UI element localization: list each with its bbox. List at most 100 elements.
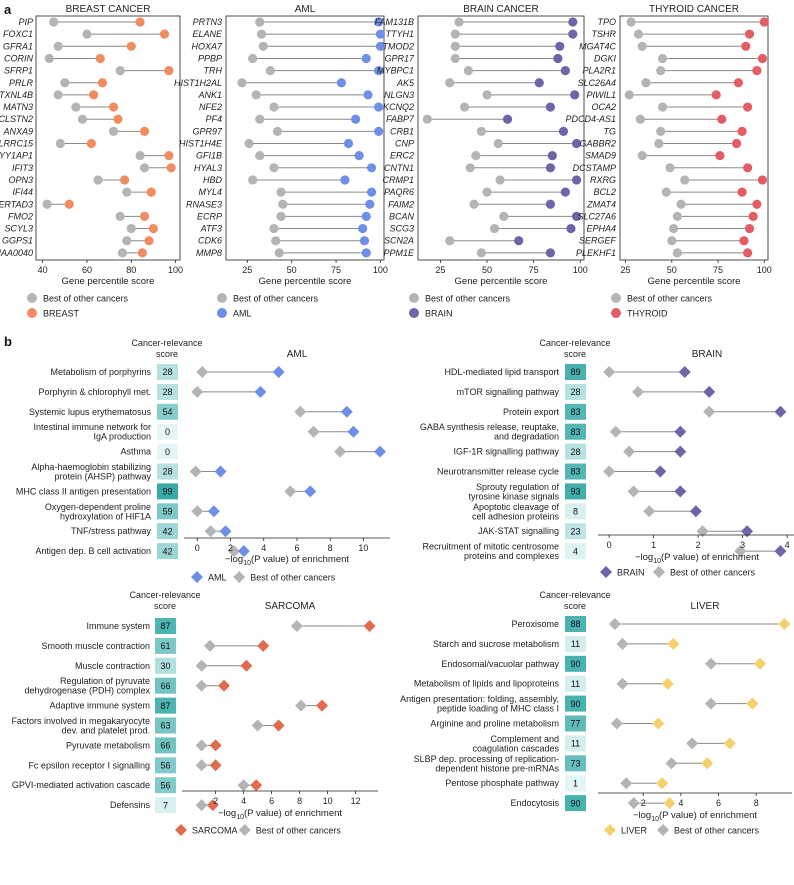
score-cell	[155, 657, 176, 674]
primary-cancer-point	[689, 505, 702, 518]
x-tick-label: 3	[740, 540, 745, 550]
pathway-label: JAK-STAT signalling	[478, 526, 559, 536]
other-cancer-point	[93, 175, 103, 185]
primary-cancer-point	[366, 163, 377, 173]
other-cancer-point	[237, 78, 247, 88]
legend-marker	[191, 571, 203, 583]
legend-label: AML	[233, 309, 252, 319]
gene-label: MYBPC1	[377, 66, 414, 76]
other-cancer-point	[499, 211, 509, 221]
gene-label: SFRP1	[4, 66, 33, 76]
gene-label: KIAA0040	[0, 248, 33, 258]
other-cancer-point	[627, 485, 640, 498]
score-cell	[565, 443, 586, 460]
other-cancer-point	[603, 465, 616, 478]
other-cancer-point	[705, 657, 718, 670]
x-tick-label: 1	[651, 540, 656, 550]
gene-label: PPBP	[198, 53, 222, 63]
gene-label: GPR97	[192, 126, 223, 136]
primary-cancer-point	[272, 366, 285, 378]
primary-cancer-point	[375, 29, 386, 39]
primary-cancer-point	[164, 66, 174, 76]
score-cell	[565, 423, 586, 440]
legend-label: Best of other cancers	[43, 294, 129, 304]
other-cancer-point	[248, 175, 258, 185]
x-tick-label: 25	[242, 265, 252, 275]
primary-cancer-point	[347, 425, 360, 438]
score-cell	[155, 637, 176, 654]
primary-cancer-point	[214, 465, 227, 478]
x-tick-label: 0	[195, 543, 200, 553]
other-cancer-point	[269, 163, 279, 173]
legend-label: BRAIN	[425, 309, 453, 319]
other-cancer-point	[657, 102, 668, 112]
pathway-label: IGF-1R signalling pathway	[453, 447, 559, 457]
score-value: 54	[162, 407, 172, 417]
primary-cancer-point	[350, 114, 361, 124]
legend-label: SARCOMA	[192, 826, 238, 836]
score-cell	[157, 364, 178, 380]
primary-cancer-point	[137, 248, 147, 258]
primary-cancer-point	[120, 175, 130, 185]
score-value: 28	[162, 387, 172, 397]
gene-label: SLC27A6	[577, 211, 616, 221]
score-value: 42	[162, 526, 172, 536]
score-value: 0	[165, 447, 170, 457]
score-value: 23	[570, 526, 580, 536]
score-value: 87	[160, 701, 170, 711]
primary-cancer-point	[366, 187, 377, 197]
other-cancer-point	[265, 66, 275, 76]
gene-label: LRRC15	[0, 139, 34, 149]
other-cancer-point	[284, 485, 297, 498]
primary-cancer-point	[219, 525, 232, 538]
score-value: 83	[570, 407, 580, 417]
primary-cancer-point	[723, 737, 736, 750]
score-header: Cancer-relevance score	[539, 338, 610, 359]
other-cancer-point	[295, 699, 307, 712]
legend-marker	[604, 824, 616, 836]
other-cancer-point	[637, 151, 647, 161]
pathway-label: GABA synthesis release, reuptake, and deg…	[420, 422, 559, 442]
gene-label: DGKI	[594, 53, 617, 63]
other-cancer-point	[272, 126, 283, 136]
primary-cancer-point	[711, 90, 721, 100]
primary-cancer-point	[374, 102, 384, 112]
primary-cancer-point	[743, 248, 753, 258]
pathway-label: Complement and coagulation cascades	[472, 734, 559, 754]
score-cell	[157, 403, 178, 420]
other-cancer-point	[476, 248, 487, 258]
other-cancer-point	[623, 445, 636, 458]
score-value: 28	[570, 387, 580, 397]
legend-label: Best of other cancers	[256, 826, 342, 836]
score-cell	[157, 483, 178, 500]
other-cancer-point	[195, 739, 208, 752]
gene-label: GFI1B	[196, 151, 222, 161]
other-cancer-point	[641, 78, 651, 88]
x-tick-label: 4	[678, 798, 683, 808]
primary-cancer-point	[757, 53, 768, 64]
score-value: 66	[160, 681, 170, 691]
primary-cancer-point	[553, 53, 563, 64]
score-cell	[565, 715, 586, 732]
primary-cancer-point	[374, 445, 387, 458]
x-tick-label: 10	[323, 796, 333, 806]
primary-cancer-point	[545, 199, 556, 209]
primary-cancer-point	[108, 102, 119, 112]
gene-label: PIP	[18, 17, 33, 27]
other-cancer-point	[633, 29, 644, 39]
pathway-label: Starch and sucrose metabolism	[433, 639, 559, 649]
legend-label: LIVER	[621, 826, 648, 836]
score-cell	[565, 403, 586, 420]
other-cancer-point	[294, 405, 307, 418]
other-cancer-point	[616, 637, 629, 650]
primary-cancer-point	[701, 757, 714, 770]
pathway-label: Asthma	[120, 447, 151, 457]
x-tick-label: 25	[621, 265, 631, 275]
other-cancer-point	[676, 199, 686, 209]
primary-cancer-point	[568, 17, 578, 27]
pathway-label: Intestinal immune network for IgA product…	[33, 422, 151, 442]
score-value: 56	[160, 761, 170, 771]
primary-cancer-point	[566, 223, 576, 234]
score-cell	[157, 443, 178, 460]
legend-marker	[600, 566, 612, 578]
